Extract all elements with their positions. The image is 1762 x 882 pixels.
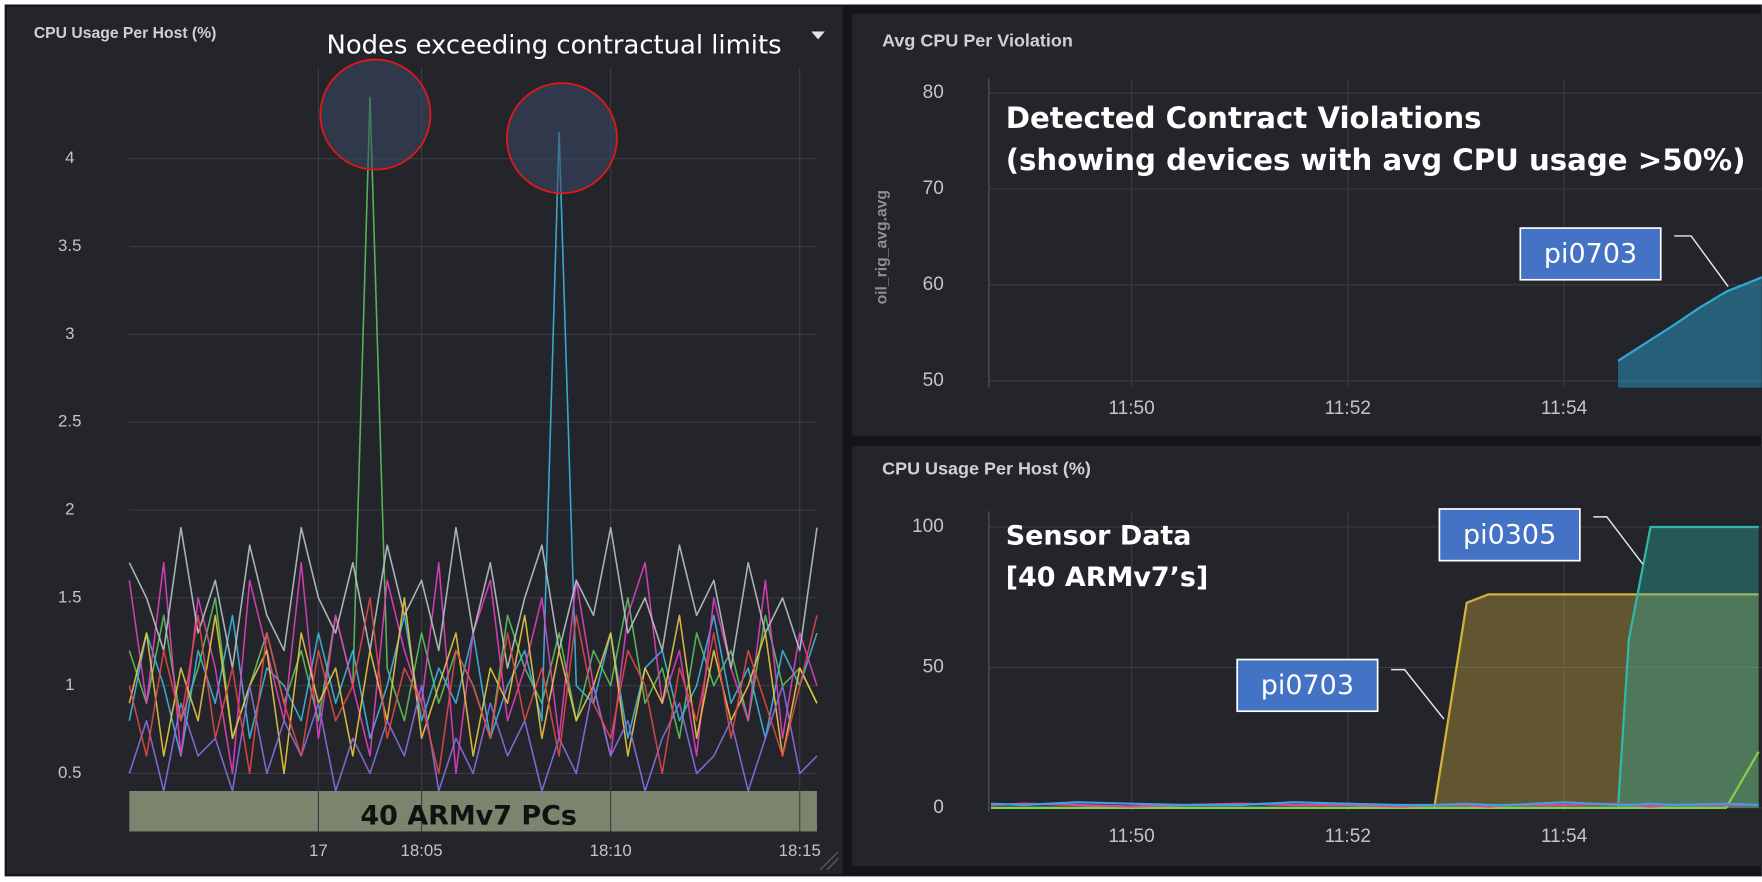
callout-box: [1438, 508, 1581, 562]
y-tick-label: 60: [923, 274, 944, 295]
y-tick-label: 0.5: [58, 763, 81, 782]
area: [1618, 277, 1762, 388]
callout-label: pi0703: [1544, 239, 1637, 270]
area: [990, 526, 1759, 808]
x-tick-label: 11:54: [1541, 826, 1588, 847]
line: [990, 751, 1760, 809]
x-tick-label: 11:52: [1325, 398, 1371, 419]
line: [128, 526, 818, 669]
y-tick-label: 100: [912, 516, 944, 537]
y-tick-label: 1.5: [58, 587, 81, 606]
callout-leader: [1391, 668, 1445, 720]
chart-title: Avg CPU Per Violation: [882, 30, 1073, 50]
annotation: Nodes exceeding contractual limits: [327, 31, 782, 61]
y-tick-label: 4: [65, 148, 74, 167]
callout-box: [1236, 658, 1379, 713]
y-tick-label: 3: [65, 324, 74, 343]
panel-menu-icon[interactable]: [811, 31, 825, 40]
panel: [851, 13, 1762, 436]
x-tick-label: 11:50: [1108, 398, 1154, 419]
resize-handle[interactable]: [819, 851, 839, 871]
annotation: Sensor Data: [1006, 521, 1192, 552]
annotation: [40 ARMv7’s]: [1006, 562, 1209, 593]
y-tick-label: 1: [65, 675, 74, 694]
callout-box: [1519, 227, 1662, 281]
area-band: [129, 790, 817, 832]
chart-title: CPU Usage Per Host (%): [34, 25, 217, 42]
x-tick-label: 18:10: [590, 841, 632, 860]
chart: Avg CPU Per Violation oil_rig_avg.avg 50 60…: [873, 30, 1762, 419]
x-tick-label: 17: [309, 841, 328, 860]
line: [128, 597, 818, 775]
chart-title: CPU Usage Per Host (%): [882, 458, 1091, 478]
y-tick-label: 50: [923, 656, 944, 677]
callout-label: pi0305: [1463, 519, 1556, 550]
highlight-circle: [319, 58, 432, 171]
callout-leader: [1593, 516, 1644, 565]
y-tick-label: 3.5: [58, 236, 81, 255]
chart: CPU Usage Per Host (%) 0.5 1 1.5 2 2.5 3 3.5 4 17…: [34, 25, 821, 860]
callout-leader: [1674, 235, 1729, 287]
line: [990, 801, 1759, 807]
line: [1617, 276, 1762, 362]
charts: CPU Usage Per Host (%) 0.5 1 1.5 2 2.5 3 3.5 4 17…: [34, 25, 1762, 860]
annotation: Detected Contract Violations: [1006, 101, 1482, 135]
highlight-circle: [505, 82, 618, 195]
y-tick-label: 80: [923, 82, 944, 103]
y-tick-label: 0: [933, 797, 944, 818]
y-tick-label: 2: [65, 499, 74, 518]
x-tick-label: 11:54: [1541, 398, 1588, 419]
line: [128, 684, 818, 792]
y-tick-label: 50: [923, 370, 944, 391]
x-tick-label: 18:05: [400, 841, 442, 860]
x-tick-label: 11:52: [1325, 826, 1371, 847]
y-tick-label: 70: [923, 178, 944, 199]
annotations: Nodes exceeding contractual limits 40 ARM…: [327, 31, 1746, 832]
line: [128, 597, 818, 775]
callout-label: pi0703: [1261, 670, 1354, 701]
x-tick-label: 11:50: [1108, 826, 1154, 847]
annotation: 40 ARMv7 PCs: [360, 800, 577, 831]
x-tick-label: 18:15: [779, 841, 821, 860]
annotation: (showing devices with avg CPU usage >50%…: [1006, 143, 1746, 177]
y-axis-label: oil_rig_avg.avg: [873, 190, 890, 304]
area: [990, 594, 1759, 808]
y-tick-label: 2.5: [58, 412, 81, 431]
